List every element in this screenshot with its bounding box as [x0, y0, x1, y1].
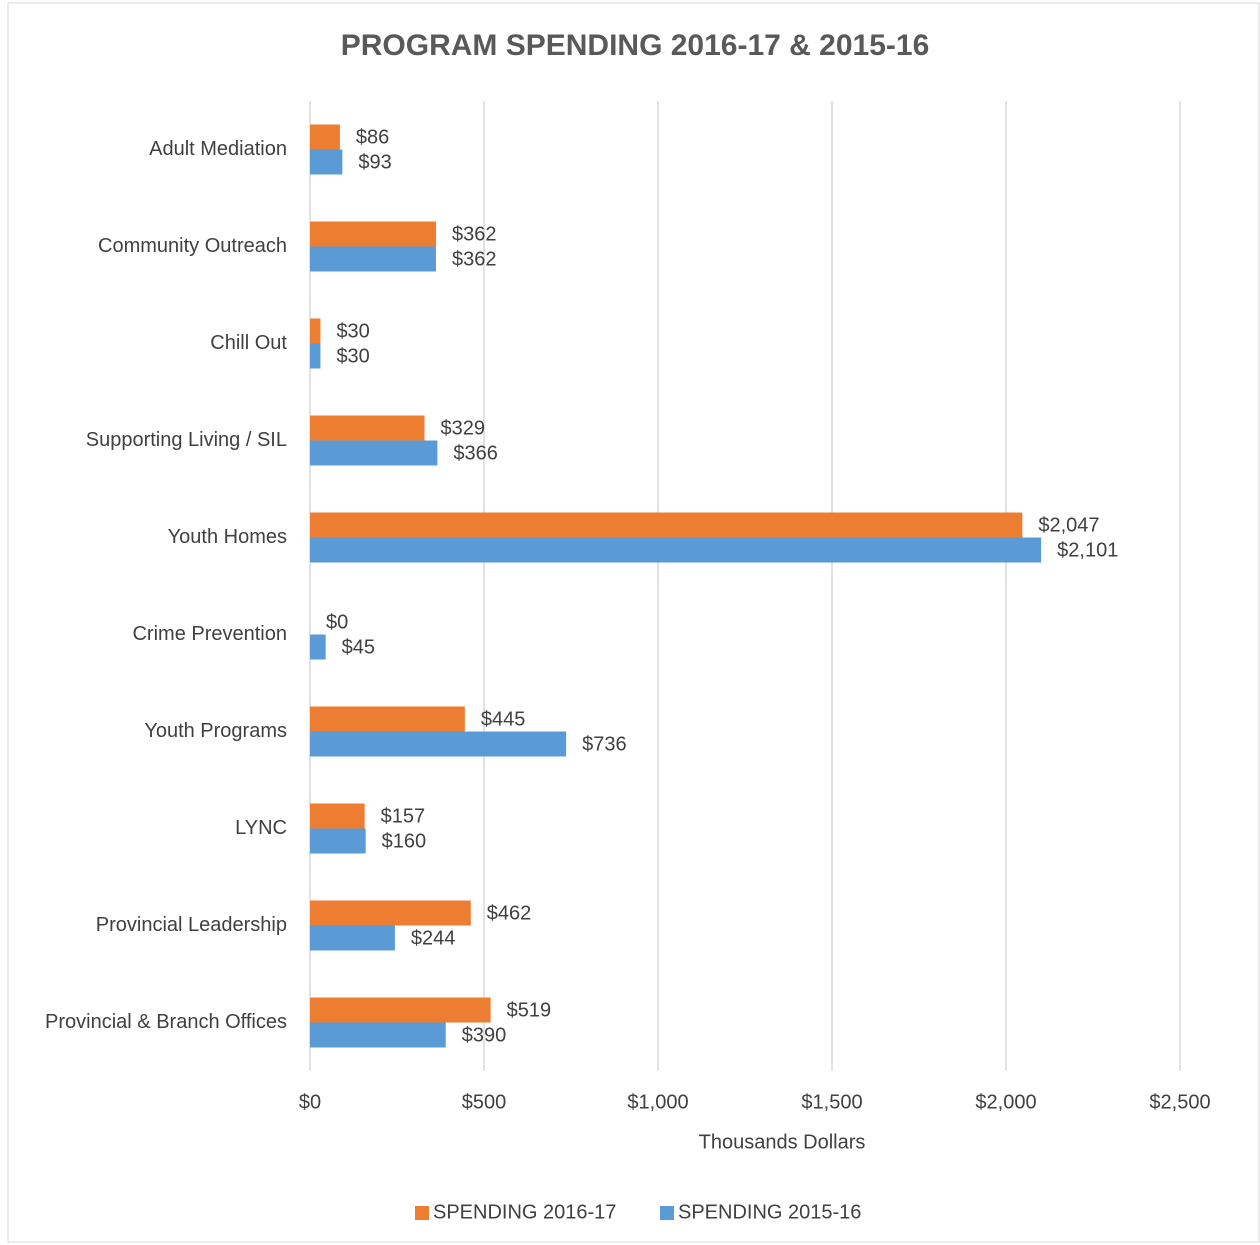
bar — [310, 706, 465, 732]
bar — [310, 803, 365, 829]
data-label: $2,101 — [1057, 539, 1118, 561]
y-tick-label: Chill Out — [210, 332, 287, 354]
x-tick-label: $0 — [299, 1091, 321, 1113]
bar — [310, 512, 1023, 538]
bar — [310, 828, 366, 854]
x-tick-label: $2,500 — [1149, 1091, 1210, 1113]
y-tick-label: Youth Programs — [144, 720, 287, 742]
data-label: $329 — [440, 417, 485, 439]
data-label: $30 — [336, 320, 369, 342]
legend-swatch — [660, 1206, 674, 1220]
chart-border — [7, 2, 1260, 1243]
data-label: $30 — [336, 345, 369, 367]
data-label: $244 — [411, 927, 456, 949]
data-label: $86 — [356, 126, 389, 148]
data-label: $160 — [382, 830, 427, 852]
bar — [310, 440, 438, 466]
data-label: $362 — [452, 248, 497, 270]
data-label: $362 — [452, 223, 497, 245]
data-label: $45 — [342, 636, 375, 658]
bar — [310, 415, 425, 441]
bar — [310, 731, 567, 757]
bar — [310, 246, 436, 272]
bar — [310, 221, 436, 247]
bar — [310, 900, 471, 926]
bar — [310, 343, 321, 369]
y-tick-label: Adult Mediation — [149, 138, 287, 160]
bar — [310, 997, 491, 1023]
y-tick-label: Supporting Living / SIL — [86, 429, 287, 451]
data-label: $462 — [487, 902, 532, 924]
chart-title: PROGRAM SPENDING 2016-17 & 2015-16 — [341, 29, 930, 62]
bar — [310, 925, 395, 951]
data-label: $93 — [358, 151, 391, 173]
data-label: $157 — [381, 805, 426, 827]
legend-swatch — [415, 1206, 429, 1220]
data-label: $0 — [326, 611, 348, 633]
y-tick-label: Provincial & Branch Offices — [45, 1011, 287, 1033]
data-label: $736 — [582, 733, 627, 755]
data-label: $519 — [507, 999, 552, 1021]
bar — [310, 124, 340, 150]
data-label: $390 — [462, 1024, 507, 1046]
y-tick-label: LYNC — [235, 817, 287, 839]
bar — [310, 634, 326, 660]
data-label: $445 — [481, 708, 526, 730]
data-label: $2,047 — [1038, 514, 1099, 536]
x-axis-title: Thousands Dollars — [699, 1131, 866, 1153]
y-tick-label: Youth Homes — [168, 526, 287, 548]
bar — [310, 318, 321, 344]
bar — [310, 1022, 446, 1048]
data-label: $366 — [453, 442, 498, 464]
bar — [310, 537, 1042, 563]
legend-label: SPENDING 2015-16 — [678, 1201, 861, 1223]
x-tick-label: $1,000 — [627, 1091, 688, 1113]
legend-label: SPENDING 2016-17 — [433, 1201, 616, 1223]
x-tick-label: $2,000 — [975, 1091, 1036, 1113]
y-tick-label: Crime Prevention — [132, 623, 287, 645]
x-tick-label: $500 — [462, 1091, 507, 1113]
y-tick-label: Community Outreach — [98, 235, 287, 257]
y-tick-label: Provincial Leadership — [96, 914, 287, 936]
bar — [310, 149, 343, 175]
x-tick-label: $1,500 — [801, 1091, 862, 1113]
